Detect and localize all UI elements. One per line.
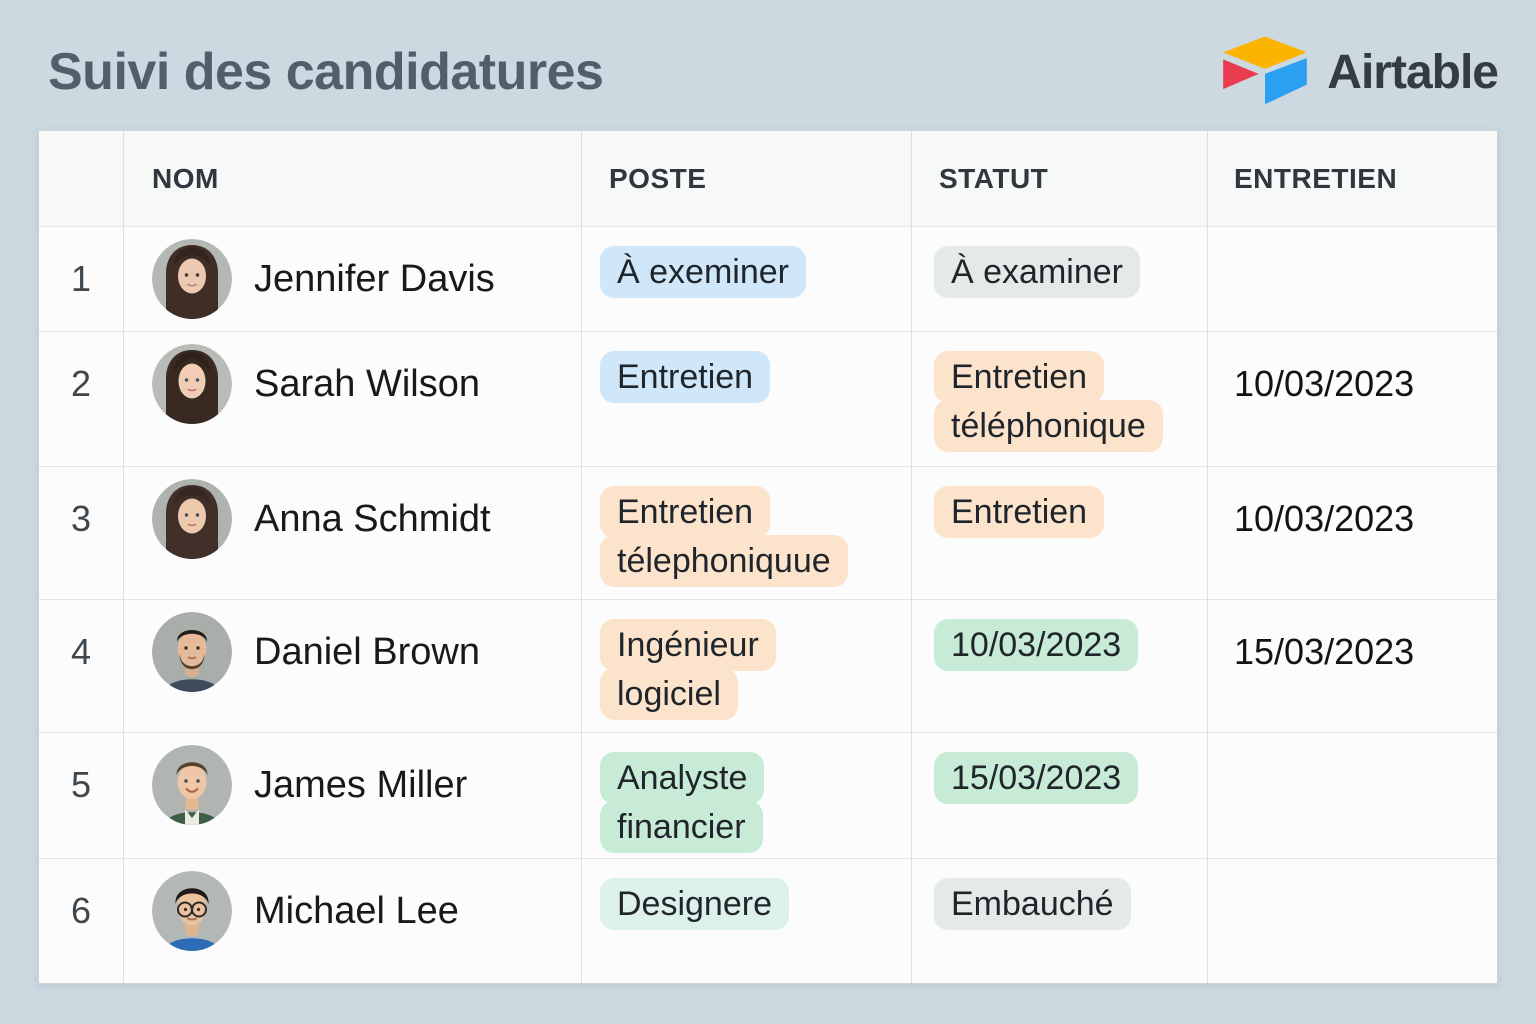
- table-row: 3 Anna Schmidt Entretien tél: [39, 466, 1497, 599]
- candidate-name: Michael Lee: [254, 889, 459, 932]
- candidate-name: James Miller: [254, 763, 468, 806]
- name-cell[interactable]: Daniel Brown: [123, 600, 581, 732]
- statut-pill[interactable]: 15/03/2023: [934, 752, 1139, 804]
- statut-cell[interactable]: Entretien téléphonique: [911, 332, 1207, 466]
- avatar-michael-lee: [152, 871, 232, 951]
- row-number: 4: [70, 631, 92, 672]
- statut-pill[interactable]: Entretien téléphonique: [934, 351, 1163, 453]
- table-row: 1 Jennifer Davis À exeminer: [39, 226, 1497, 331]
- statut-cell[interactable]: Entretien: [911, 467, 1207, 599]
- avatar-anna-schmidt: [152, 479, 232, 559]
- entretien-cell[interactable]: [1207, 859, 1499, 983]
- poste-pill[interactable]: Entretien: [600, 351, 771, 403]
- row-number: 5: [70, 764, 92, 805]
- row-number: 2: [70, 363, 92, 404]
- entretien-cell[interactable]: 10/03/2023: [1207, 332, 1499, 466]
- table-header-row: NOM POSTE STATUT ENTRETIEN: [39, 131, 1497, 226]
- entretien-cell[interactable]: [1207, 227, 1499, 331]
- statut-pill[interactable]: À examiner: [934, 246, 1140, 298]
- poste-pill[interactable]: Analyste financier: [600, 752, 765, 854]
- table-row: 4 Daniel Brown: [39, 599, 1497, 732]
- poste-cell[interactable]: À exeminer: [581, 227, 911, 331]
- poste-cell[interactable]: Entretien télephoniquue: [581, 467, 911, 599]
- candidate-name: Daniel Brown: [254, 630, 480, 673]
- topbar: Suivi des candidatures Airtable: [0, 0, 1536, 130]
- poste-cell[interactable]: Designere: [581, 859, 911, 983]
- candidate-name: Jennifer Davis: [254, 257, 495, 300]
- table-row: 6: [39, 858, 1497, 983]
- entretien-cell[interactable]: 15/03/2023: [1207, 600, 1499, 732]
- avatar-daniel-brown: [152, 612, 232, 692]
- statut-pill[interactable]: 10/03/2023: [934, 619, 1139, 671]
- statut-cell[interactable]: 10/03/2023: [911, 600, 1207, 732]
- name-cell[interactable]: Sarah Wilson: [123, 332, 581, 466]
- poste-pill[interactable]: Entretien télephoniquue: [600, 486, 848, 588]
- avatar-jennifer-davis: [152, 239, 232, 319]
- airtable-logo: Airtable: [1219, 34, 1499, 110]
- poste-pill[interactable]: Designere: [600, 878, 789, 930]
- entretien-cell[interactable]: 10/03/2023: [1207, 467, 1499, 599]
- column-header-num[interactable]: [39, 131, 123, 226]
- statut-cell[interactable]: 15/03/2023: [911, 733, 1207, 858]
- row-number: 1: [70, 258, 92, 299]
- table-row: 5 James Miller: [39, 732, 1497, 858]
- poste-pill[interactable]: Ingénieur logiciel: [600, 619, 776, 721]
- airtable-logo-icon: [1223, 36, 1308, 105]
- row-number: 6: [70, 890, 92, 931]
- statut-pill[interactable]: Entretien: [934, 486, 1105, 538]
- column-header-entretien[interactable]: ENTRETIEN: [1207, 131, 1499, 226]
- candidate-name: Anna Schmidt: [254, 497, 491, 540]
- name-cell[interactable]: Michael Lee: [123, 859, 581, 983]
- column-header-poste[interactable]: POSTE: [581, 131, 911, 226]
- row-number: 3: [70, 498, 92, 539]
- avatar-james-miller: [152, 745, 232, 825]
- poste-pill[interactable]: À exeminer: [600, 246, 806, 298]
- page-title: Suivi des candidatures: [48, 43, 604, 101]
- name-cell[interactable]: Anna Schmidt: [123, 467, 581, 599]
- statut-cell[interactable]: À examiner: [911, 227, 1207, 331]
- column-header-nom[interactable]: NOM: [123, 131, 581, 226]
- poste-cell[interactable]: Ingénieur logiciel: [581, 600, 911, 732]
- entretien-cell[interactable]: [1207, 733, 1499, 858]
- candidatures-table: NOM POSTE STATUT ENTRETIEN 1: [38, 130, 1498, 984]
- candidate-name: Sarah Wilson: [254, 362, 480, 405]
- poste-cell[interactable]: Entretien: [581, 332, 911, 466]
- poste-cell[interactable]: Analyste financier: [581, 733, 911, 858]
- airtable-wordmark: Airtable: [1327, 45, 1499, 99]
- name-cell[interactable]: James Miller: [123, 733, 581, 858]
- avatar-sarah-wilson: [152, 344, 232, 424]
- statut-pill[interactable]: Embauché: [934, 878, 1131, 930]
- table-row: 2 Sarah Wilson Entretien: [39, 331, 1497, 466]
- statut-cell[interactable]: Embauché: [911, 859, 1207, 983]
- column-header-statut[interactable]: STATUT: [911, 131, 1207, 226]
- name-cell[interactable]: Jennifer Davis: [123, 227, 581, 331]
